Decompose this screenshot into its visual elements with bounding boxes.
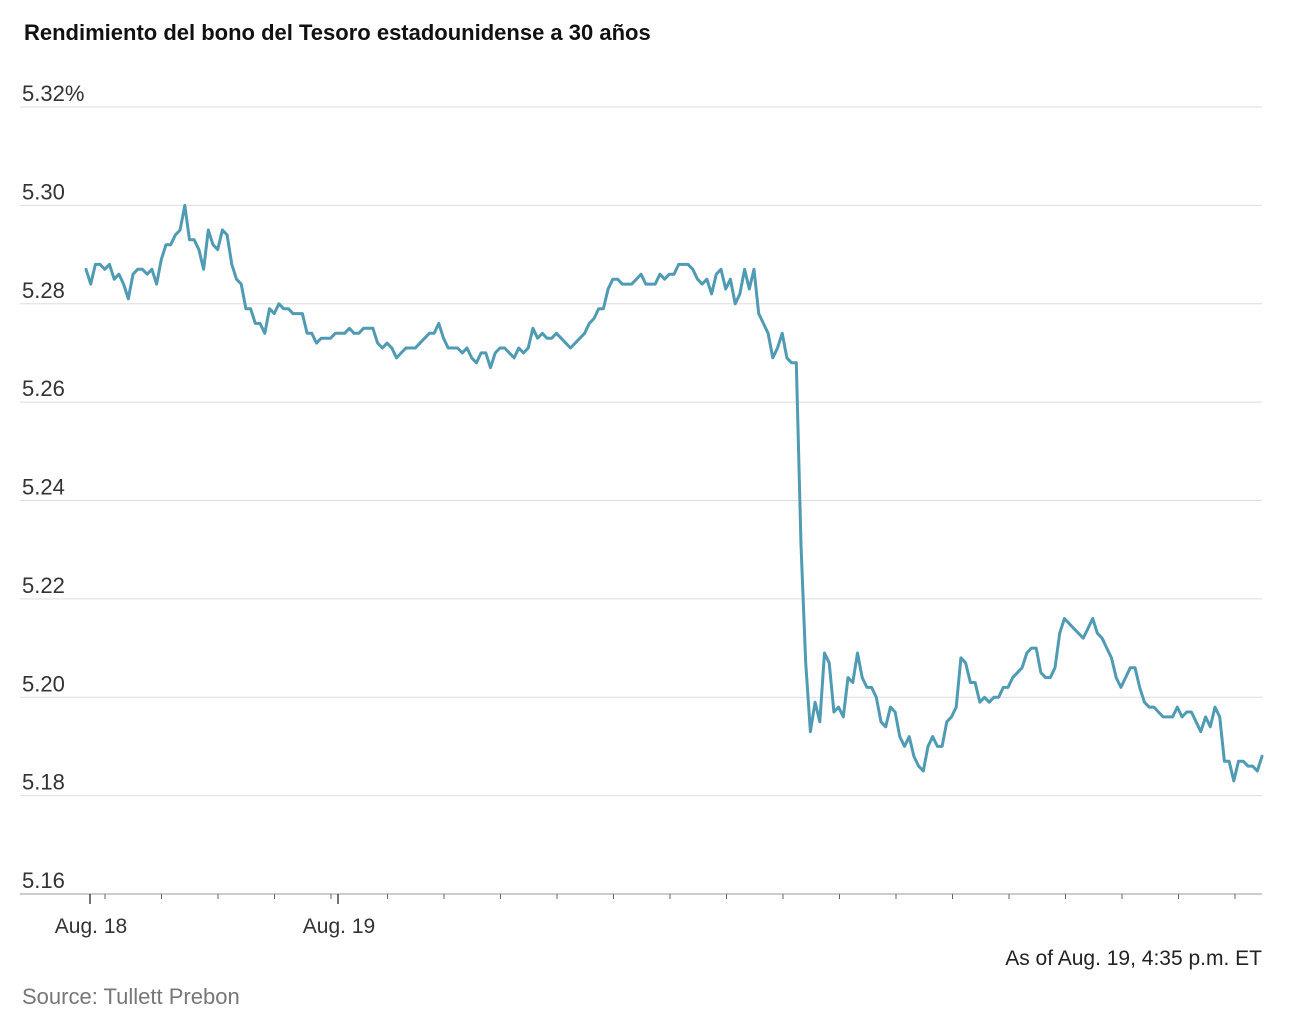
y-tick-label: 5.16 xyxy=(22,868,65,893)
gridlines xyxy=(20,106,1262,797)
x-axis: Aug. 18 Aug. 19 xyxy=(20,893,1262,938)
source-note: Source: Tullett Prebon xyxy=(22,984,240,1009)
y-tick-label: 5.28 xyxy=(22,278,65,303)
y-tick-label: 5.24 xyxy=(22,475,65,500)
y-tick-label: 5.26 xyxy=(22,376,65,401)
y-tick-label: 5.18 xyxy=(22,770,65,795)
y-tick-label: 5.20 xyxy=(22,671,65,696)
series-group xyxy=(84,203,1264,783)
yield-series-line xyxy=(84,203,1264,783)
y-tick-label: 5.22 xyxy=(22,573,65,598)
x-tick-label: Aug. 18 xyxy=(55,915,127,938)
chart-title: Rendimiento del bono del Tesoro estadoun… xyxy=(24,20,651,45)
as-of-note: As of Aug. 19, 4:35 p.m. ET xyxy=(1005,947,1262,970)
y-tick-label: 5.30 xyxy=(22,179,65,204)
x-tick-label: Aug. 19 xyxy=(303,915,375,938)
y-tick-label: 5.32% xyxy=(22,81,84,106)
y-axis-labels: 5.32% 5.30 5.28 5.26 5.24 5.22 5.20 5.18 5.16 xyxy=(22,81,84,893)
